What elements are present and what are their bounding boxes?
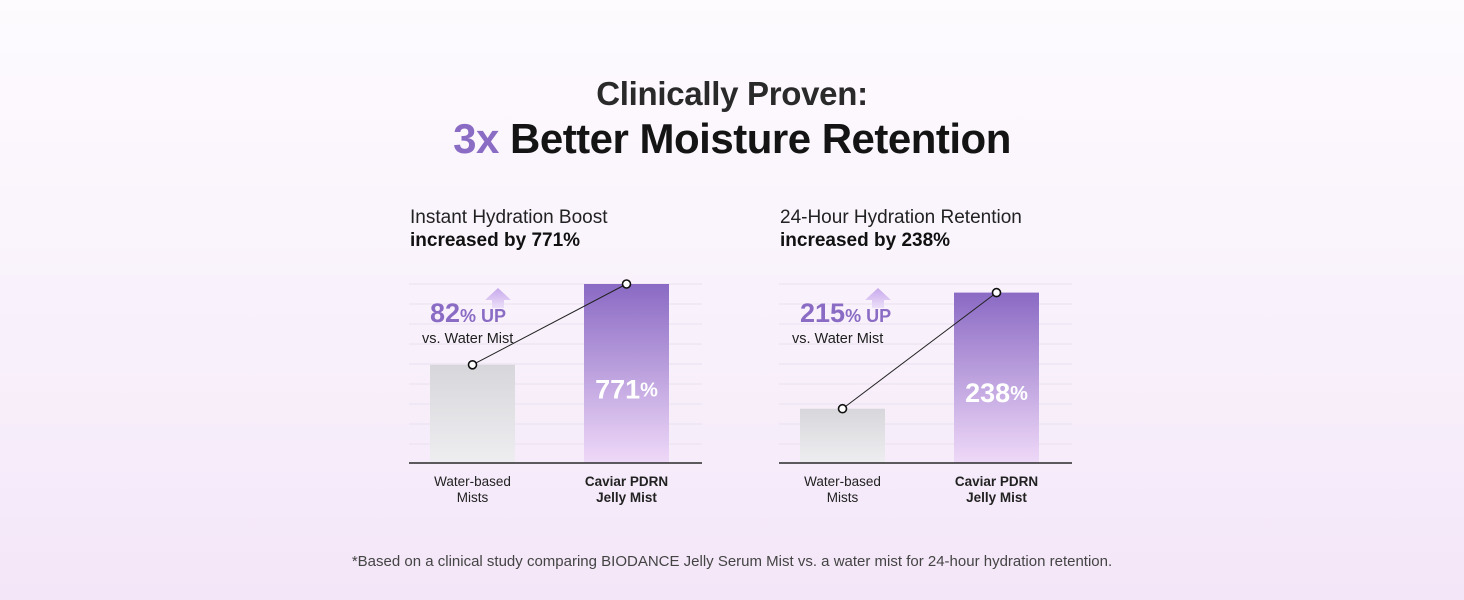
bar-caviar-pdrn — [584, 284, 669, 463]
annotation-percent: 215% UP — [800, 298, 891, 328]
up-arrow-icon — [865, 288, 891, 308]
chart-2-subtitle: 24-Hour Hydration Retention — [780, 207, 1022, 228]
connector-marker — [991, 287, 1002, 298]
bar-water-based — [800, 408, 885, 463]
chart-1-subtitle: Instant Hydration Boost — [410, 207, 608, 228]
category-label: Water-based — [804, 474, 881, 489]
connector-marker — [621, 279, 632, 289]
category-label: Caviar PDRN — [585, 474, 668, 489]
annotation-percent: 82% UP — [430, 298, 506, 328]
chart-1-title: increased by 771% — [410, 230, 581, 251]
bar-value-label: 771% — [595, 375, 658, 405]
chart-2-title: increased by 238% — [780, 230, 951, 251]
chart-2-header: 24-Hour Hydration Retention increased by… — [780, 207, 1100, 253]
chart-24h-retention: 238% 215% UP vs. Water Mist Water-basedMist… — [779, 283, 1072, 505]
category-label: Jelly Mist — [966, 490, 1027, 505]
title-line-2: 3x Better Moisture Retention — [0, 114, 1464, 164]
category-label: Caviar PDRN — [955, 474, 1038, 489]
page-title: Clinically Proven: 3x Better Moisture Re… — [0, 74, 1464, 164]
title-rest: Better Moisture Retention — [510, 115, 1011, 162]
title-line-1: Clinically Proven: — [596, 75, 868, 112]
bar-caviar-pdrn — [954, 292, 1039, 463]
annotation-comparison: vs. Water Mist — [422, 331, 513, 347]
connector-line — [842, 292, 997, 410]
bar-value-label: 238% — [965, 378, 1028, 408]
category-label: Jelly Mist — [596, 490, 657, 505]
category-label: Water-based — [434, 474, 511, 489]
chart-1-header: Instant Hydration Boost increased by 771… — [410, 207, 730, 253]
bar-water-based — [430, 364, 515, 463]
annotation-comparison: vs. Water Mist — [792, 331, 883, 347]
category-label: Mists — [827, 490, 859, 505]
connector-marker — [837, 403, 848, 414]
connector-marker — [467, 359, 478, 370]
title-accent: 3x — [453, 115, 499, 162]
up-arrow-icon — [485, 288, 511, 308]
chart-instant-hydration: 771% 82% UP vs. Water Mist Water-basedMists… — [409, 279, 702, 505]
category-label: Mists — [457, 490, 489, 505]
connector-line — [472, 283, 627, 366]
footnote: *Based on a clinical study comparing BIO… — [351, 553, 1113, 570]
